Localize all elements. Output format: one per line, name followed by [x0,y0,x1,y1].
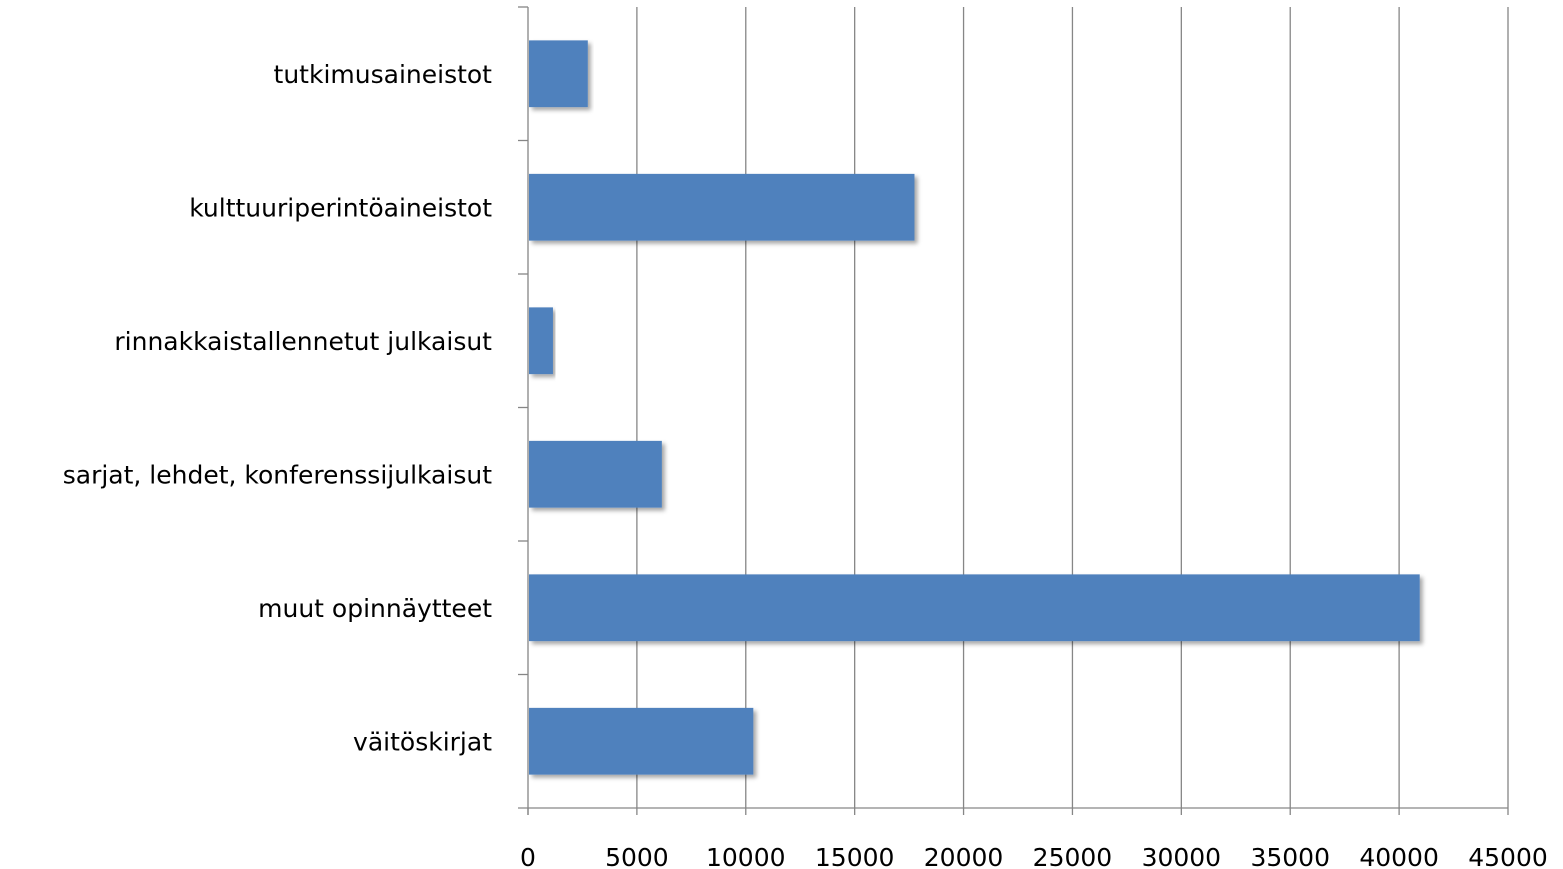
gridlines [636,7,1509,808]
category-label: rinnakkaistallennetut julkaisut [114,327,492,356]
x-tick-label: 15000 [815,843,895,869]
category-label: kulttuuriperintöaineistot [189,193,492,222]
bar [529,574,1420,642]
x-tick-label: 20000 [924,843,1004,869]
x-tick-label: 5000 [605,843,669,869]
axes [518,6,1509,815]
category-label: tutkimusaineistot [274,60,493,89]
bar [529,707,754,775]
x-tick-label: 45000 [1468,843,1548,869]
category-label: väitöskirjat [353,727,492,756]
bar [529,173,915,241]
bars [529,40,1420,775]
x-tick-label: 30000 [1142,843,1222,869]
category-labels: tutkimusaineistot kulttuuriperintöaineist… [63,60,492,757]
bar [529,440,662,508]
x-tick-labels: 0 5000 10000 15000 20000 25000 30000 35000 40000… [520,843,1548,869]
x-tick-label: 35000 [1250,843,1330,869]
bar [529,40,588,108]
bar [529,307,553,375]
category-label: muut opinnäytteet [258,594,492,623]
x-tick-label: 40000 [1359,843,1439,869]
x-tick-label: 10000 [706,843,786,869]
x-tick-label: 0 [520,843,536,869]
x-tick-label: 25000 [1033,843,1113,869]
category-label: sarjat, lehdet, konferenssijulkaisut [63,460,492,489]
